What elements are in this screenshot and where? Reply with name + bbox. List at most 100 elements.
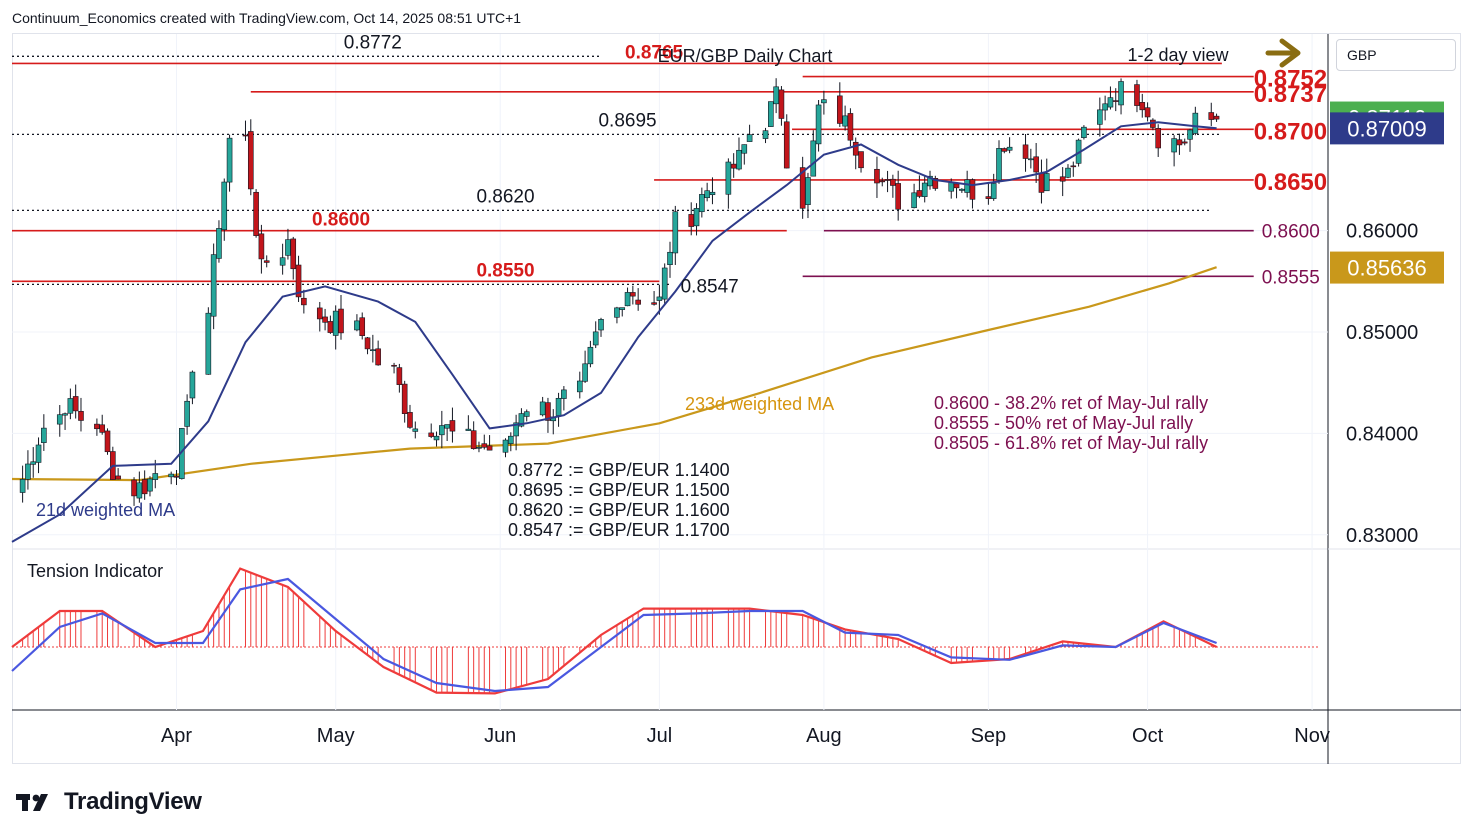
candle-up [805, 177, 811, 205]
resistance-label: 0.8765 [625, 42, 684, 63]
ma21-line [11, 121, 1217, 543]
candle-up [996, 148, 1002, 181]
fx-note-2: 0.8695 := GBP/EUR 1.1500 [508, 480, 730, 500]
candle-down [322, 316, 328, 323]
candle-up [810, 140, 817, 177]
candle-down [407, 412, 413, 428]
fib-level-label: 0.8600 [1262, 222, 1320, 243]
candle-up [147, 478, 153, 492]
x-tick-label: Aug [806, 725, 842, 747]
candle-up [439, 425, 445, 436]
candle-up [672, 211, 679, 254]
candle-up [1187, 129, 1193, 140]
candlestick-series [19, 78, 1220, 506]
candle-up [1097, 109, 1103, 125]
candle-up [725, 161, 732, 195]
candle-up [444, 424, 450, 429]
price-tag-label: 0.85636 [1347, 256, 1427, 281]
candle-up [279, 257, 286, 266]
tension-slow-line [11, 577, 1217, 693]
fx-level-label: 0.8772 [344, 32, 402, 53]
candle-up [412, 428, 419, 432]
chart-subtitle: 1-2 day view [1127, 45, 1229, 65]
candle-down [131, 479, 137, 497]
candle-down [778, 89, 785, 119]
candle-up [1192, 112, 1199, 134]
time-axis[interactable]: Apr May Jun Jul Aug Sep Oct Nov [161, 725, 1330, 747]
candle-up [921, 182, 928, 197]
candle-up [152, 473, 159, 480]
candle-down [115, 475, 121, 480]
candle-up [184, 400, 190, 427]
candle-up [1081, 126, 1087, 138]
candle-up [587, 346, 594, 365]
candle-down [1213, 115, 1220, 120]
candle-up [555, 397, 562, 416]
candle-down [253, 191, 259, 236]
fx-note-1: 0.8772 := GBP/EUR 1.1400 [508, 460, 730, 480]
candle-up [1043, 173, 1050, 192]
candle-up [1028, 158, 1034, 161]
candle-up [619, 307, 626, 310]
y-tick-label: 0.84000 [1346, 423, 1418, 445]
candle-down [688, 214, 695, 227]
candle-down [651, 302, 657, 305]
candle-down [953, 183, 960, 189]
candle-up [513, 422, 519, 437]
fx-level-label: 0.8695 [598, 110, 656, 131]
candle-down [1112, 100, 1119, 102]
candle-down [1181, 141, 1188, 144]
candle-up [768, 101, 774, 127]
candle-up [746, 134, 753, 142]
candle-up [699, 194, 705, 213]
candle-up [25, 463, 31, 480]
candle-up [582, 363, 588, 382]
price-tag [1330, 251, 1444, 284]
candle-up [576, 380, 583, 393]
candle-down [173, 475, 180, 478]
y-tick-label: 0.83000 [1346, 525, 1418, 547]
candle-up [136, 482, 143, 499]
candle-up [990, 183, 997, 199]
horizontal-levels [12, 55, 1254, 286]
candle-up [518, 413, 525, 427]
resistance-label: 0.8737 [1254, 81, 1327, 108]
candle-up [959, 188, 965, 191]
candle-down [879, 180, 886, 183]
fib-note-2: 0.8555 - 50% ret of May-Jul rally [934, 413, 1193, 433]
candle-down [890, 178, 896, 186]
candle-down [630, 292, 636, 297]
x-tick-label: Oct [1132, 725, 1164, 747]
candle-down [301, 297, 307, 306]
candle-down [263, 260, 270, 263]
price-axis[interactable]: 0.860000.850000.840000.830000.871160.870… [1330, 101, 1444, 547]
candle-up [216, 228, 222, 259]
tradingview-logo[interactable]: TradingView [16, 788, 202, 816]
ma233-annotation: 233d weighted MA [685, 394, 834, 414]
tension-indicator-pane [11, 567, 1318, 695]
candle-down [327, 321, 334, 333]
symbol-selector[interactable]: GBP [1336, 39, 1456, 71]
candle-up [624, 292, 631, 307]
ma21-layer [11, 121, 1217, 543]
resistance-label: 0.8550 [476, 260, 534, 281]
tradingview-wordmark: TradingView [64, 788, 202, 815]
candle-down [1033, 156, 1039, 173]
candle-down [78, 411, 84, 421]
candle-up [35, 444, 42, 463]
candle-down [481, 443, 488, 448]
resistance-label: 0.8600 [312, 210, 370, 231]
candle-down [1001, 148, 1008, 152]
ma233-line [11, 266, 1217, 482]
candle-down [1022, 144, 1029, 159]
candle-down [391, 364, 397, 367]
candle-up [561, 389, 567, 399]
candle-up [693, 208, 700, 227]
candle-down [290, 238, 297, 270]
view-arrow-icon [1265, 38, 1301, 68]
candle-down [316, 307, 323, 320]
chart-attribution: Continuum_Economics created with Trading… [12, 10, 522, 26]
fx-note-4: 0.8547 := GBP/EUR 1.1700 [508, 520, 730, 540]
